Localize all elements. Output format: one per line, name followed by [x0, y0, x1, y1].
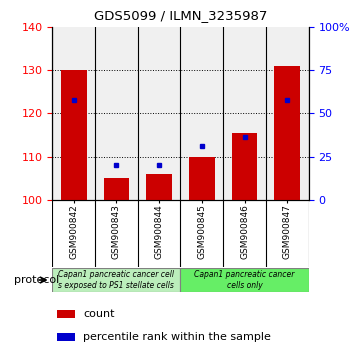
Bar: [232, 133, 257, 200]
Text: count: count: [83, 309, 114, 319]
Text: percentile rank within the sample: percentile rank within the sample: [83, 332, 271, 342]
Bar: [52, 268, 180, 292]
Bar: [180, 268, 309, 292]
Bar: [104, 178, 129, 200]
Text: Capan1 pancreatic cancer
cells only: Capan1 pancreatic cancer cells only: [194, 270, 295, 290]
Text: protocol: protocol: [14, 275, 60, 285]
Bar: [274, 65, 300, 200]
Text: Capan1 pancreatic cancer cell
s exposed to PS1 stellate cells: Capan1 pancreatic cancer cell s exposed …: [58, 270, 174, 290]
Bar: [57, 310, 75, 318]
Bar: [61, 70, 87, 200]
Text: GDS5099 / ILMN_3235987: GDS5099 / ILMN_3235987: [94, 9, 267, 22]
Bar: [146, 174, 172, 200]
Bar: [189, 156, 215, 200]
Bar: [57, 333, 75, 341]
